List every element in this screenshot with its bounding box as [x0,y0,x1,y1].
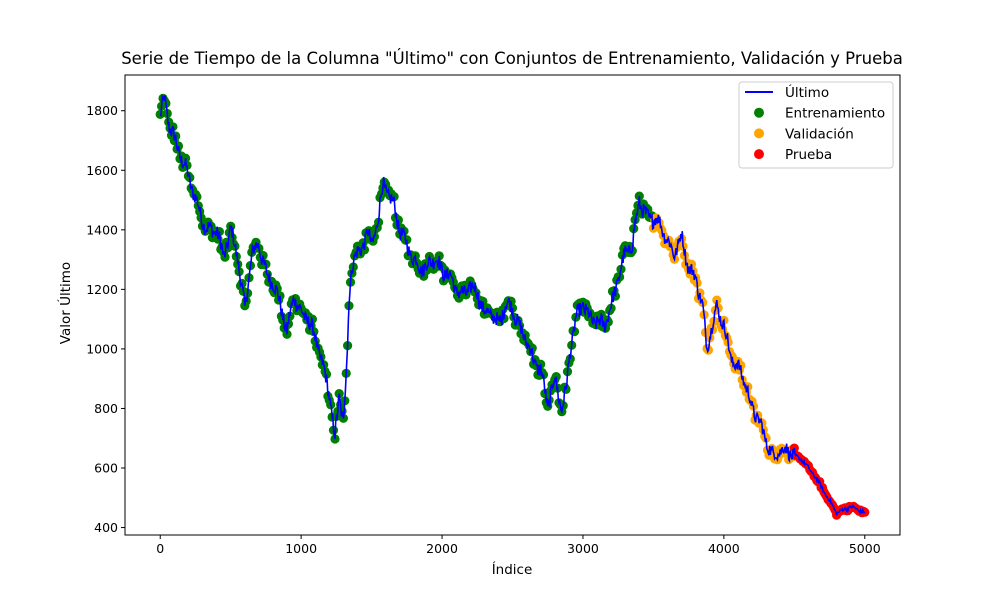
series-line-ultimo [159,94,866,516]
plot-frame [124,74,901,536]
chart-title: Serie de Tiempo de la Columna "Último" c… [121,49,903,68]
x-tick-label: 3000 [567,541,599,556]
legend-label: Prueba [785,147,832,163]
legend-label: Entrenamiento [785,106,885,122]
x-tick-label: 2000 [426,541,458,556]
legend-marker-point [754,149,764,160]
x-tick-label: 1000 [285,541,317,556]
series-validacion [648,213,798,465]
x-tick-label: 0 [156,541,164,556]
legend-box [738,81,894,169]
y-tick-label: 1000 [86,341,118,356]
y-tick-label: 1600 [86,163,118,178]
x-tick-label: 5000 [849,541,881,556]
y-tick-label: 1400 [86,222,118,237]
y-tick-label: 800 [94,401,118,416]
series-entrenamiento [155,93,657,444]
y-tick-label: 1800 [86,103,118,118]
y-axis-label: Valor Último [56,262,74,344]
y-tick-label: 600 [94,461,118,476]
x-tick-label: 4000 [708,541,740,556]
y-tick-label: 1200 [86,282,118,297]
axes: 0 1000 2000 3000 4000 5000 400 600 800 1000 1200 14… [86,74,901,556]
x-axis-label: Índice [492,561,533,578]
plot-area [155,93,870,520]
legend-marker-point [754,128,764,139]
legend-marker-point [754,107,764,118]
legend: Último Entrenamiento Validación Prueba [738,81,894,169]
legend-label: Último [785,83,829,101]
y-tick-label: 400 [94,520,118,535]
legend-label: Validación [785,126,854,142]
